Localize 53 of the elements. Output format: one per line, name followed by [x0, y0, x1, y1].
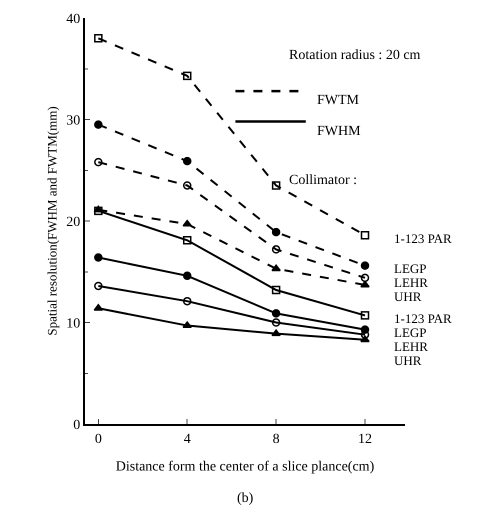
point: [360, 311, 370, 320]
point: [182, 181, 192, 190]
y-tick-label: 10: [66, 316, 80, 332]
y-tick-label: 0: [73, 418, 80, 433]
series-label: LEHR: [394, 339, 428, 354]
point: [360, 280, 370, 288]
point: [94, 304, 104, 311]
point: [272, 318, 280, 327]
y-tick-label: 30: [66, 113, 80, 128]
point: [272, 228, 280, 236]
point: [94, 253, 103, 262]
point: [182, 72, 192, 80]
y-tick-label: 40: [66, 12, 80, 27]
series-label: UHR: [394, 289, 422, 304]
point: [94, 120, 103, 129]
x-tick-label: 8: [272, 432, 280, 447]
y-axis-title: Spatial resolution(FWHM and FWTM(mm): [44, 106, 60, 336]
point: [272, 309, 280, 318]
series-label: LEGP: [394, 325, 426, 340]
point: [182, 236, 192, 245]
point: [272, 286, 280, 294]
text: UHR: [394, 353, 422, 368]
y-tick-label: 20: [66, 214, 80, 230]
x-tick-label: 0: [94, 432, 102, 447]
point: [94, 206, 103, 216]
point: [182, 296, 192, 306]
series-label: 1-123 PAR: [394, 311, 452, 326]
annotation: FWHM: [317, 124, 362, 139]
point: [272, 181, 280, 190]
point: [360, 336, 370, 342]
annotation: Collimator :: [289, 173, 358, 188]
x-tick-label: 4: [184, 432, 191, 447]
series-label: 1-123 PAR: [394, 231, 452, 246]
point: [182, 321, 192, 328]
x-tick-label: 12: [358, 432, 372, 447]
point: [360, 261, 370, 270]
point: [360, 230, 370, 240]
point: [272, 245, 280, 254]
point: [94, 282, 103, 290]
point: [94, 158, 103, 166]
point: [182, 220, 192, 227]
point: [271, 329, 281, 336]
text: (b): [237, 491, 254, 506]
annotation: Rotation radius : 20 cm: [289, 48, 421, 63]
x-axis-title: Distance form the center of a slice plance(cm): [116, 460, 375, 475]
point: [182, 272, 192, 280]
point: [94, 34, 103, 43]
point: [360, 274, 370, 282]
point: [182, 156, 192, 166]
annotation: FWTM: [317, 93, 360, 108]
series-label: LEHR: [394, 275, 428, 290]
point: [271, 264, 281, 272]
series-label: LEGP: [394, 261, 426, 276]
